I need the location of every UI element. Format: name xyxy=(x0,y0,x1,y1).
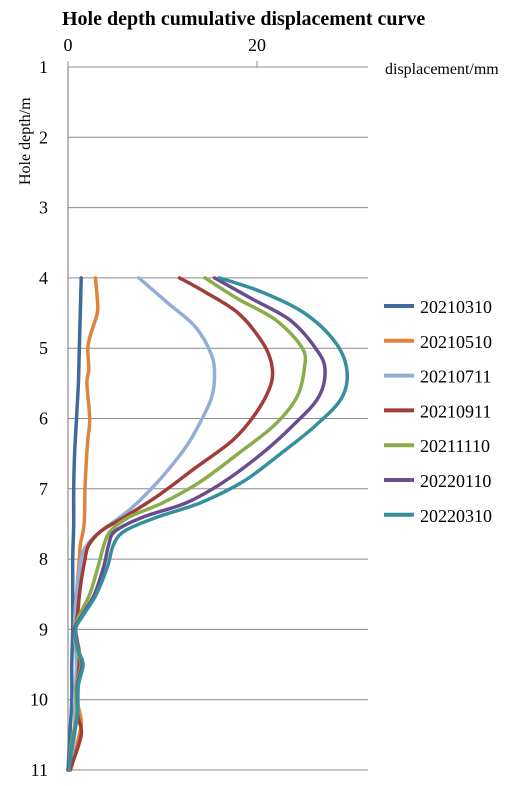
series-line-20210310 xyxy=(66,276,83,772)
y-tick-label: 6 xyxy=(39,409,48,429)
x-axis-label: displacement/mm xyxy=(385,61,499,78)
legend-label: 20210310 xyxy=(420,297,492,317)
y-tick-label: 3 xyxy=(39,198,48,218)
y-tick-label: 7 xyxy=(39,479,48,499)
axes xyxy=(67,61,258,770)
y-tick-label: 8 xyxy=(39,549,48,569)
legend-label: 20220310 xyxy=(420,506,492,526)
tick-labels: 1 2 3 4 5 6 7 8 9 10 11 0 20 xyxy=(30,35,266,780)
y-tick-label: 1 xyxy=(39,57,48,77)
legend-label: 20220110 xyxy=(420,471,491,491)
series-line-20220310 xyxy=(67,276,350,772)
y-tick-label: 4 xyxy=(39,268,48,288)
x-tick-label: 20 xyxy=(248,35,266,55)
x-tick-label: 0 xyxy=(64,35,73,55)
legend-label: 20210510 xyxy=(420,332,492,352)
y-tick-label: 5 xyxy=(39,338,48,358)
y-tick-label: 10 xyxy=(30,690,48,710)
legend-label: 20211110 xyxy=(420,436,490,456)
legend-label: 20210911 xyxy=(420,401,491,421)
y-tick-label: 11 xyxy=(31,760,48,780)
gridlines xyxy=(68,66,368,771)
chart-title: Hole depth cumulative displacement curve xyxy=(62,8,425,30)
y-axis-label: Hole depth/m xyxy=(17,97,34,185)
series-line-20210911 xyxy=(68,276,275,772)
legend: 20210310 20210510 20210711 20210911 20211110… xyxy=(384,297,492,526)
y-tick-label: 9 xyxy=(39,619,48,639)
series-lines xyxy=(66,276,350,772)
y-tick-label: 2 xyxy=(39,127,48,147)
series-line-20211110 xyxy=(66,276,308,772)
series-line-20220110 xyxy=(66,276,327,772)
legend-label: 20210711 xyxy=(420,367,491,387)
series-line-20210711 xyxy=(67,276,217,772)
